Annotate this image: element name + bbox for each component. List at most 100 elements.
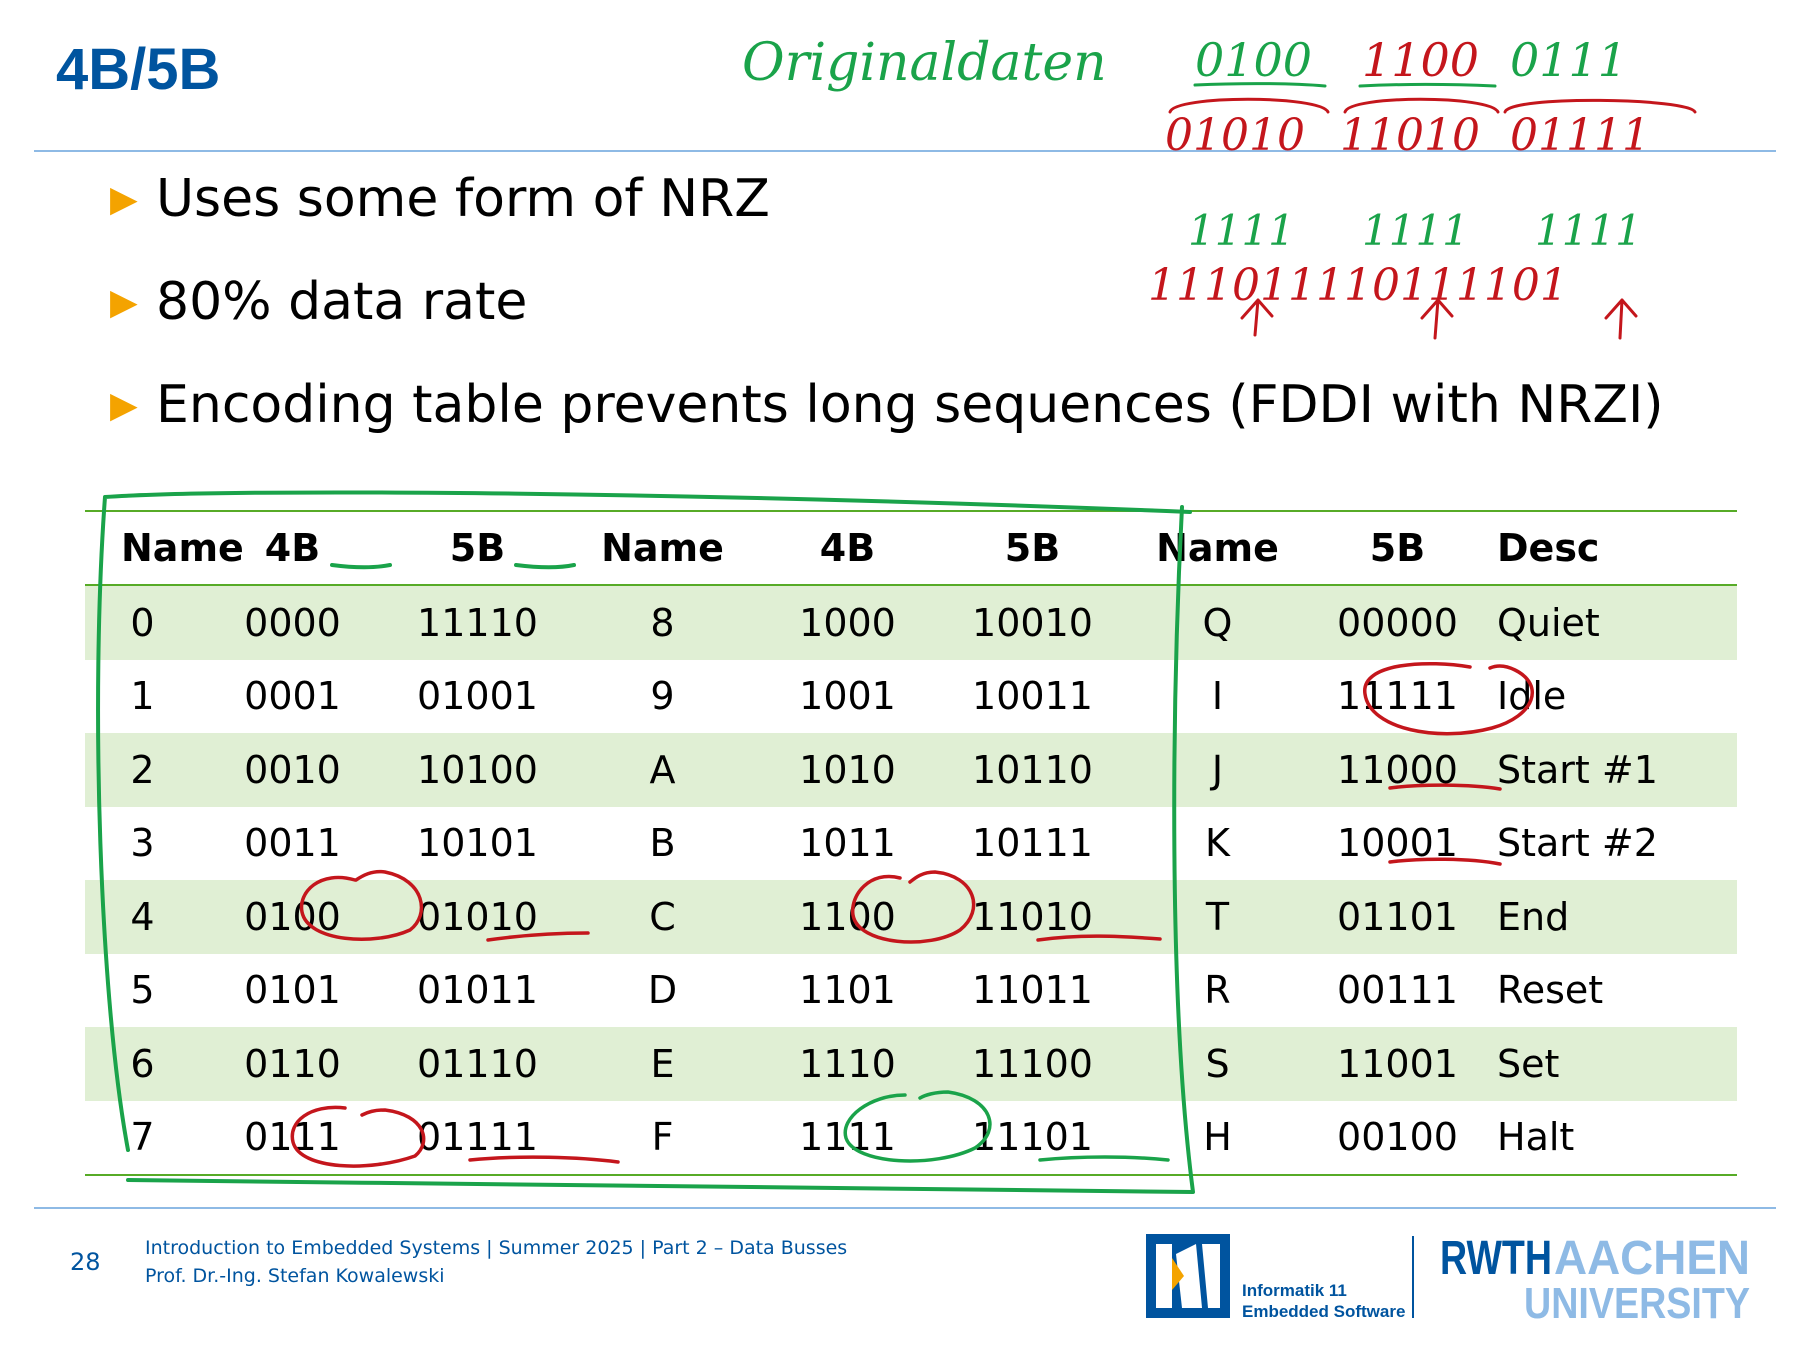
table-cell: 10110 [940,733,1125,807]
title-divider [34,150,1776,152]
table-cell: F [570,1100,755,1176]
table-row: 1 0001 01001 9 1001 10011 I 11111 Idle [85,660,1737,734]
header-name: Name [85,510,244,586]
table-cell: 10011 [972,674,1093,719]
table-cell: 10001 [1337,821,1458,866]
table-cell: 11100 [940,1027,1125,1101]
table-cell: 1110 [755,1027,940,1101]
logo-aachen: AACHEN [1554,1232,1750,1285]
table-cell: 1010 [755,733,940,807]
author-line: Prof. Dr.-Ing. Stefan Kowalewski [145,1265,445,1287]
logo-university: UNIVERSITY [1524,1279,1750,1320]
table-cell: 01110 [385,1027,570,1101]
table-cell: J [1125,733,1310,807]
table-cell: 11011 [972,968,1093,1013]
slide-title: 4B/5B [56,37,221,102]
table-cell: Q [1125,585,1310,660]
course-line: Introduction to Embedded Systems | Summe… [145,1237,848,1259]
encoding-table: Name 4B 5B Name 4B 5B Name 5B Desc 0 0000… [85,510,1737,1176]
table-cell: 0010 [200,733,385,807]
handwritten-encoded-11010: 11010 [1340,110,1480,161]
triangle-bullet-icon: ▶ [110,282,138,323]
table-cell: I [1211,674,1224,719]
table-cell: 0000 [200,585,385,660]
table-cell: 0101 [244,968,341,1013]
table-cell: H [1125,1100,1310,1176]
table-cell: 00000 [1310,585,1485,660]
table-cell: C [570,880,755,954]
bullet-item: ▶ Uses some form of NRZ [110,168,1664,271]
table-cell: 0001 [244,674,341,719]
handwritten-bits-0111: 0111 [1510,33,1627,87]
header-desc: Desc [1485,510,1737,586]
footer-divider [34,1207,1776,1209]
table-body: 0 0000 11110 8 1000 10010 Q 00000 Quiet 1 0001 0100… [85,585,1737,1176]
table-cell: 8 [570,585,755,660]
table-row: 2 0010 10100 A 1010 10110 J 11000 Start #1 [85,733,1737,807]
table-cell: 0011 [244,821,341,866]
table-cell: 10111 [972,821,1093,866]
table-cell: 11111 [1337,674,1458,719]
table-cell: 1011 [799,821,896,866]
table-cell: S [1125,1027,1310,1101]
table-cell: Halt [1485,1100,1737,1176]
table-header-row: Name 4B 5B Name 4B 5B Name 5B Desc [85,510,1737,586]
handwritten-bits-0100: 0100 [1195,33,1312,87]
table-cell: 4 [85,880,200,954]
table-cell: 00111 [1337,968,1458,1013]
table-row: 7 0111 01111 F 1111 11101 H 00100 Halt [85,1100,1737,1176]
red-brace-groups [1168,97,1697,114]
table-cell: 10100 [385,733,570,807]
table-cell: Idle [1497,674,1567,719]
table-cell: End [1485,880,1737,954]
table-cell: E [570,1027,755,1101]
table-cell: D [647,968,678,1013]
table-cell: 01111 [385,1100,570,1176]
table-cell: R [1204,968,1231,1013]
header-5b: 5B [385,510,570,586]
table-row: 4 0100 01010 C 1100 11010 T 01101 End [85,880,1737,954]
table-cell: 11001 [1310,1027,1485,1101]
table-cell: Start #1 [1485,733,1737,807]
bullet-text: 80% data rate [156,272,528,332]
table-cell: 01010 [385,880,570,954]
triangle-bullet-icon: ▶ [110,179,138,220]
table-cell: 0111 [200,1100,385,1176]
table-cell: 1101 [799,968,896,1013]
bullet-list: ▶ Uses some form of NRZ ▶ 80% data rate … [110,168,1664,477]
table-cell: K [1205,821,1230,866]
header-4b: 4B [755,510,940,586]
table-cell: 11110 [385,585,570,660]
header-name: Name [1125,510,1310,586]
table-cell: 1000 [755,585,940,660]
table-cell: A [570,733,755,807]
table-cell: 10101 [417,821,538,866]
table-row: 6 0110 01110 E 1110 11100 S 11001 Set [85,1027,1737,1101]
handwritten-encoded-01111: 01111 [1510,110,1650,161]
table-cell: 1100 [755,880,940,954]
table-cell: 1001 [799,674,896,719]
rwth-aachen-logo: RWTH AACHEN UNIVERSITY [1440,1232,1750,1320]
page-number: 28 [70,1248,101,1276]
table-cell: 5 [130,968,155,1013]
table-cell: 11101 [940,1100,1125,1176]
informatik11-logo-text: Informatik 11 Embedded Software [1242,1280,1405,1322]
logo-rwth: RWTH [1440,1232,1552,1285]
bullet-text: Encoding table prevents long sequences (… [156,375,1664,435]
table-row: 3 0011 10101 B 1011 10111 K 10001 Start #2 [85,807,1737,881]
bullet-item: ▶ Encoding table prevents long sequences… [110,374,1664,477]
handwritten-originaldaten: Originaldaten [742,33,1107,93]
bullet-text: Uses some form of NRZ [156,169,770,229]
header-5b: 5B [940,510,1125,586]
table-cell: Quiet [1485,585,1737,660]
table-cell: 00100 [1310,1100,1485,1176]
table-cell: 9 [650,674,675,719]
table-cell: T [1125,880,1310,954]
table-cell: 0100 [200,880,385,954]
table-cell: 01101 [1310,880,1485,954]
table-cell: 11000 [1310,733,1485,807]
table-cell: 11010 [940,880,1125,954]
table-cell: 0110 [200,1027,385,1101]
table-cell: 1111 [755,1100,940,1176]
handwritten-encoded-01010: 01010 [1165,110,1305,161]
